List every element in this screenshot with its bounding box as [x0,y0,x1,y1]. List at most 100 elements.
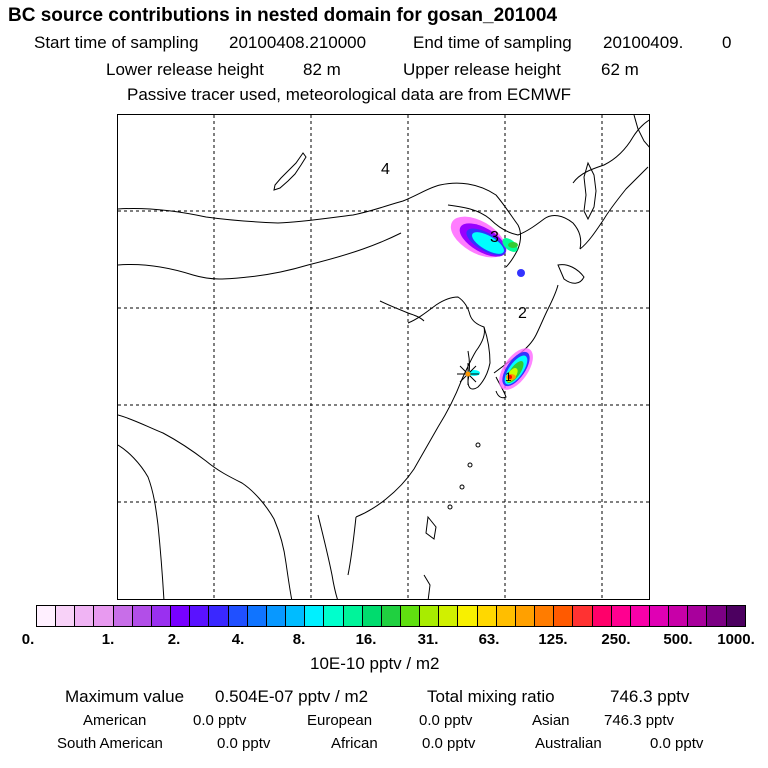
lower-release-value: 82 m [303,60,341,79]
start-time-value: 20100408.210000 [229,33,367,52]
colorbar-tick-label: 1. [101,631,115,648]
colorbar-segment [113,606,133,626]
tracer-note: Passive tracer used, meteorological data… [127,85,572,104]
map-panel: 4 3 2 1 [117,114,650,600]
coast-shandong [379,300,425,322]
colorbar-segment [343,606,363,626]
total-mixing-value: 746.3 pptv [610,687,690,706]
colorbar-segment [247,606,267,626]
start-time-label: Start time of sampling [34,33,199,52]
colorbar-tick-label: 4. [231,631,245,648]
coast-south-asia [118,414,293,599]
colorbar-segment [458,606,478,626]
end-time-value-suffix: 0 [722,33,732,52]
end-time-value: 20100409. [603,33,684,52]
coast-india [118,444,165,599]
coast-korea [467,326,491,390]
colorbar-segment [726,606,745,626]
american-value: 0.0 pptv [193,712,247,729]
colorbar-segment [37,606,57,626]
colorbar-segment [228,606,248,626]
region-label-1: 1 [505,370,512,384]
max-value-label: Maximum value [65,687,185,706]
lower-release-label: Lower release height [106,60,264,79]
colorbar-segment [669,606,689,626]
taiwan-island [425,515,437,540]
colorbar-segment [305,606,325,626]
graticule [118,115,649,599]
plume-contour [508,242,518,248]
colorbar-segment [151,606,172,626]
coast-kamchatka [633,115,649,148]
asian-label: Asian [532,712,570,729]
coast-primorye [579,166,649,250]
colorbar-segment [56,606,76,626]
colorbar-tick-label: 16. [355,631,377,648]
colorbar-segment [592,606,612,626]
colorbar-segment [132,606,152,626]
colorbar [36,605,746,627]
colorbar-segment [611,606,631,626]
colorbar-segment [286,606,306,626]
island [467,462,473,468]
colorbar-tick-label: 31. [417,631,439,648]
colorbar-tick-label: 1000. [717,631,755,648]
colorbar-segment [477,606,497,626]
coastlines [118,115,649,599]
american-label: American [83,712,147,729]
colorbar-segment [94,606,114,626]
boundary-mongolia [118,182,522,268]
upper-release-value: 62 m [601,60,639,79]
colorbar-segment [324,606,344,626]
island [475,442,481,448]
colorbar-tick-label: 0. [21,631,35,648]
colorbar-segment [171,606,191,626]
coast-philippines [423,574,431,599]
colorbar-segment [630,606,650,626]
colorbar-segment [554,606,574,626]
receptor-center [465,371,471,377]
australian-value: 0.0 pptv [650,735,704,752]
plot-title: BC source contributions in nested domain… [8,5,558,26]
upper-release-label: Upper release height [403,60,561,79]
coast-okhotsk [572,119,649,184]
plume-region-3 [450,216,525,277]
map-canvas: 4 3 2 1 [118,115,649,599]
coast-vietnam [347,516,357,576]
max-value: 0.504E-07 pptv / m2 [215,687,369,706]
region-label-4: 4 [381,161,390,178]
total-mixing-label: Total mixing ratio [427,687,555,706]
asian-value: 746.3 pptv [604,712,675,729]
coast-hokkaido [557,264,585,284]
colorbar-segment [573,606,593,626]
colorbar-tick-label: 125. [538,631,568,648]
region-label-3: 3 [490,229,499,246]
boundary-amur [447,204,582,250]
boundary-mongolia-south [118,232,402,280]
island [447,504,453,510]
colorbar-segment [190,606,210,626]
colorbar-tick-label: 500. [663,631,693,648]
coast-china-east [355,378,463,518]
south-american-label: South American [57,735,163,752]
colorbar-segment [707,606,727,626]
island [459,484,465,490]
african-value: 0.0 pptv [422,735,476,752]
plume-contour [508,375,512,379]
end-time-label: End time of sampling [413,33,572,52]
colorbar-segment [496,606,516,626]
colorbar-segment [381,606,401,626]
colorbar-segment [362,606,382,626]
receptor-marker [457,363,479,385]
colorbar-segment [650,606,670,626]
plume-contour [517,269,525,277]
colorbar-segment [266,606,287,626]
australian-label: Australian [535,735,602,752]
colorbar-tick-label: 250. [601,631,631,648]
colorbar-segment [209,606,229,626]
colorbar-tick-label: 8. [292,631,306,648]
sakhalin-island [583,161,597,221]
colorbar-segment [688,606,708,626]
european-label: European [307,712,373,729]
colorbar-tick-label: 2. [167,631,181,648]
